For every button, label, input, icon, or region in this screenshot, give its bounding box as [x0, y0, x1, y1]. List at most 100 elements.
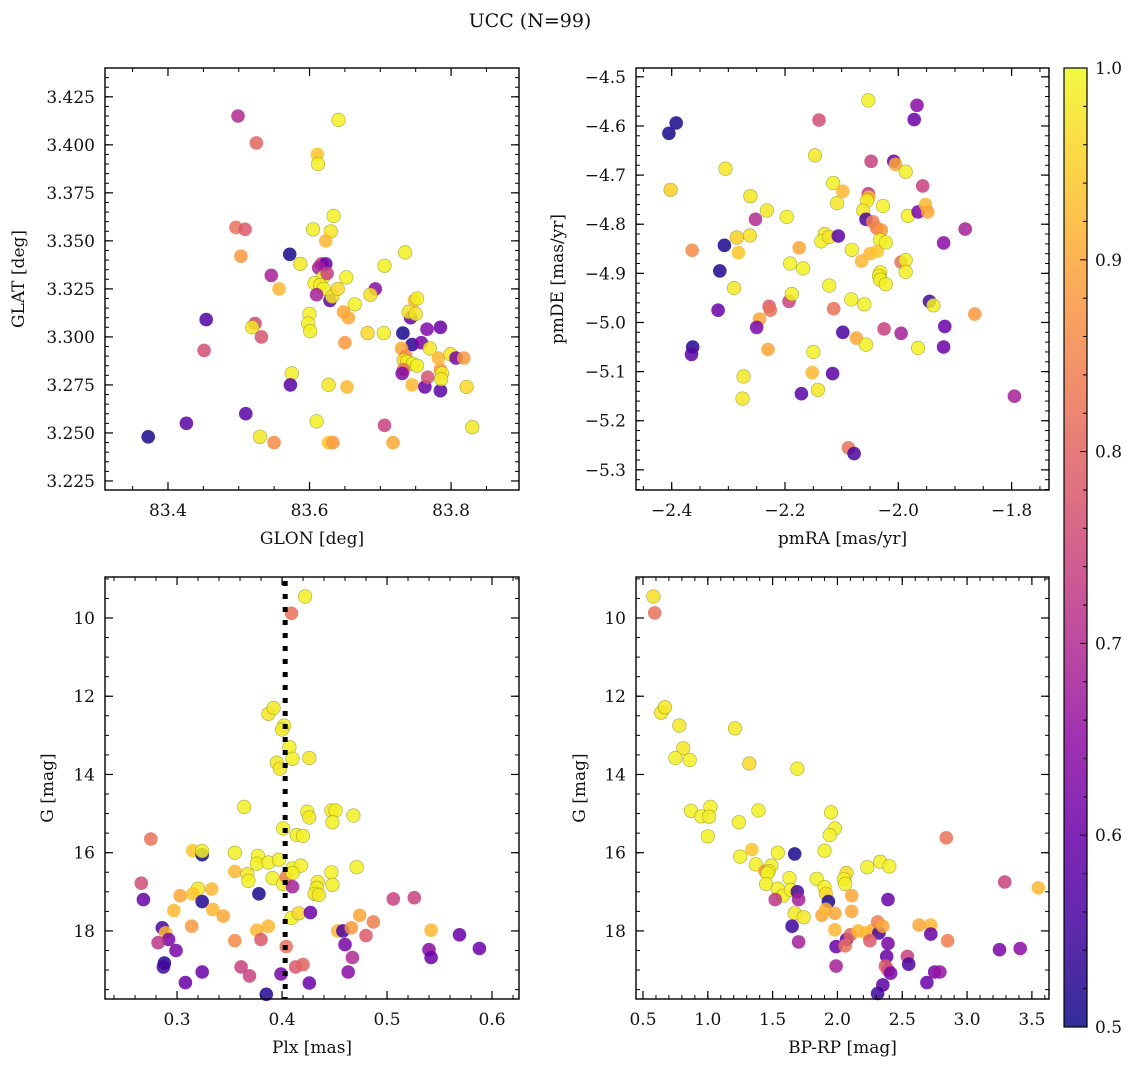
data-point [339, 270, 354, 285]
data-point [805, 365, 819, 380]
data-point [465, 420, 480, 435]
data-point [826, 301, 841, 316]
data-point [836, 184, 850, 199]
panel-bprp-g: 0.5 1.0 1.5 2.0 2.5 3.0 3.5 10 12 14 16 18 BP-RP [ma… [570, 576, 1050, 1058]
data-point [169, 943, 183, 958]
y-tick-label: −4.5 [585, 68, 626, 88]
data-point [878, 235, 893, 250]
figure-title: UCC (N=99) [469, 10, 592, 32]
data-point [861, 93, 876, 108]
data-point [452, 928, 467, 942]
data-point [881, 892, 895, 907]
data-point [926, 298, 941, 313]
data-point [195, 843, 210, 859]
data-point [205, 902, 220, 917]
axes-frame [635, 67, 1050, 491]
data-point [424, 950, 438, 965]
data-point [340, 380, 354, 394]
data-point [907, 112, 921, 127]
data-point [303, 905, 318, 920]
y-tick-label: −5.1 [585, 363, 626, 383]
data-point [254, 330, 269, 344]
y-tick-label: 16 [604, 844, 626, 864]
y-axis-label: G [mag] [38, 753, 58, 822]
data-point [325, 877, 340, 892]
axis-ticks: 83.4 83.6 83.8 3.225 3.250 3.275 3.300 3.325 3.3… [46, 67, 519, 521]
data-point [363, 287, 378, 302]
data-point [434, 372, 449, 387]
data-point [186, 887, 200, 901]
data-point [234, 249, 248, 263]
data-point [812, 113, 826, 127]
data-point [228, 933, 242, 948]
data-point [386, 892, 401, 906]
data-point [431, 351, 446, 365]
data-point [433, 383, 448, 398]
data-point [303, 324, 318, 339]
data-point [701, 809, 717, 824]
y-tick-label: −5.3 [585, 461, 626, 481]
x-tick-label: −1.8 [991, 501, 1032, 521]
data-point [291, 906, 306, 921]
data-point [422, 341, 437, 356]
y-tick-label: 3.275 [46, 376, 95, 396]
data-point [936, 236, 951, 250]
data-point [992, 942, 1007, 957]
data-point [860, 860, 875, 875]
data-point [806, 344, 821, 360]
data-point [795, 261, 811, 276]
x-axis-label: GLON [deg] [260, 529, 364, 549]
data-point [330, 281, 345, 297]
data-point [685, 243, 699, 258]
data-point [284, 606, 299, 621]
data-point [237, 799, 252, 815]
y-tick-label: 3.250 [46, 424, 95, 444]
data-point [901, 957, 916, 971]
data-point [271, 852, 287, 867]
data-point [657, 700, 673, 715]
data-point [782, 870, 797, 886]
scatter-points [662, 93, 1022, 461]
data-point [295, 828, 311, 844]
data-point [742, 228, 758, 243]
data-point [785, 919, 799, 933]
y-tick-label: 3.300 [46, 328, 95, 348]
x-tick-label: 83.6 [291, 501, 329, 521]
data-point [731, 245, 746, 260]
data-point [398, 245, 413, 260]
data-point [847, 446, 861, 461]
data-point [346, 808, 361, 823]
x-tick-label: 0.3 [164, 1010, 191, 1030]
panel-glon-glat: 83.4 83.6 83.8 3.225 3.250 3.275 3.300 3.325 3.3… [9, 67, 520, 549]
data-point [199, 312, 213, 327]
data-point [252, 429, 268, 444]
data-point [770, 845, 785, 860]
scatter-points [646, 589, 1046, 1001]
axis-ticks: 0.5 1.0 1.5 2.0 2.5 3.0 3.5 10 12 14 16 18 [604, 577, 1049, 1030]
data-point [238, 222, 252, 237]
data-point [717, 238, 732, 253]
data-point [779, 209, 794, 224]
data-point [881, 936, 895, 951]
data-point [647, 606, 662, 620]
data-point [285, 879, 300, 894]
data-point [306, 222, 321, 237]
data-point [179, 416, 194, 431]
data-point [360, 326, 375, 341]
data-point [321, 377, 336, 393]
x-tick-label: 0.5 [373, 1010, 400, 1030]
data-point [341, 965, 356, 979]
data-point [338, 335, 352, 350]
data-point [838, 876, 853, 892]
data-point [266, 700, 281, 716]
data-point [844, 242, 859, 257]
data-point [844, 292, 859, 307]
x-tick-label: 0.4 [269, 1010, 296, 1030]
x-tick-label: 2.0 [824, 1010, 851, 1030]
data-point [663, 182, 678, 197]
x-tick-label: 1.5 [759, 1010, 786, 1030]
data-point [921, 205, 935, 219]
data-point [349, 860, 364, 875]
data-point [729, 230, 744, 245]
data-point [284, 366, 299, 381]
